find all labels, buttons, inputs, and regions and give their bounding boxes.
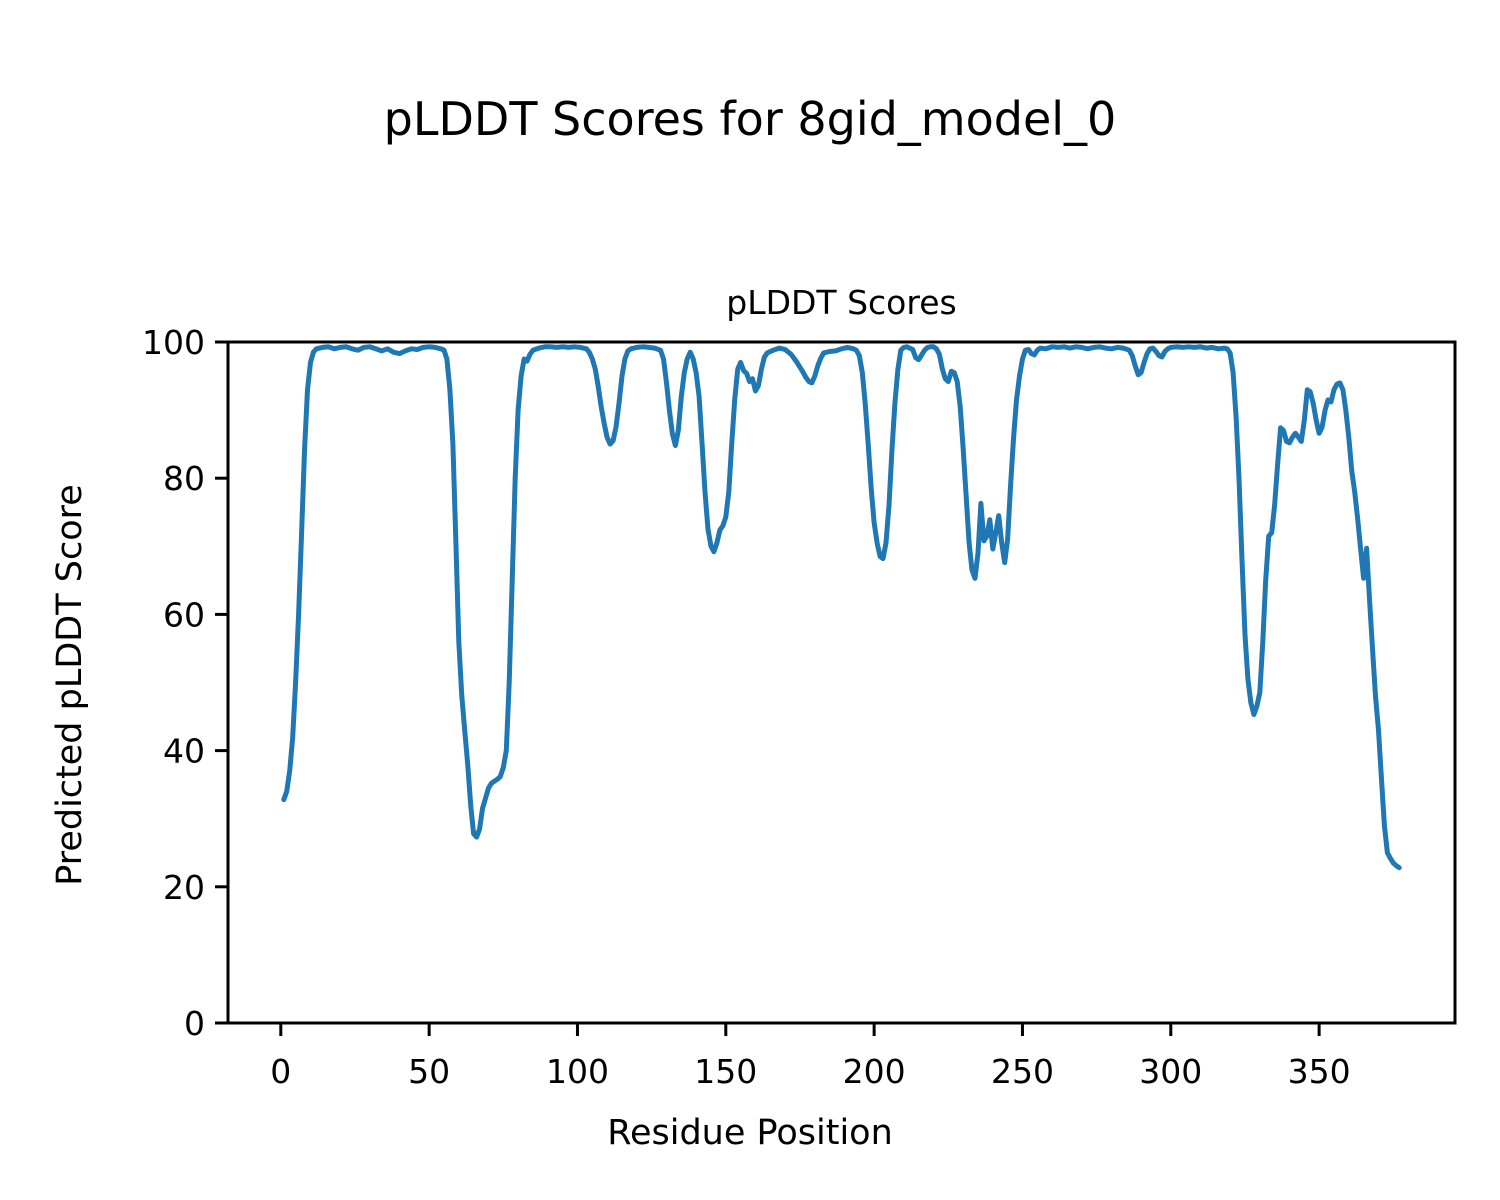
y-tick-label: 100 [142,323,205,362]
y-tick-label: 40 [163,732,205,771]
axes-spines [226,340,1457,1025]
x-tick-label: 100 [546,1052,609,1091]
x-tick-label: 50 [408,1052,450,1091]
x-tick-label: 300 [1139,1052,1202,1091]
x-tick-label: 0 [270,1052,291,1091]
x-tick-label: 150 [694,1052,757,1091]
pldt-line-series [281,344,1402,871]
x-tick-label: 250 [991,1052,1054,1091]
x-tick-label: 200 [843,1052,906,1091]
y-tick-label: 80 [163,459,205,498]
x-tick-label: 350 [1288,1052,1351,1091]
y-tick-label: 0 [184,1004,205,1043]
y-tick-label: 20 [163,868,205,907]
x-axis-label: Residue Position [607,1113,893,1153]
figure-title: pLDDT Scores for 8gid_model_0 [383,92,1117,146]
y-tick-label: 60 [163,595,205,634]
axes-title: pLDDT Scores [726,283,957,322]
